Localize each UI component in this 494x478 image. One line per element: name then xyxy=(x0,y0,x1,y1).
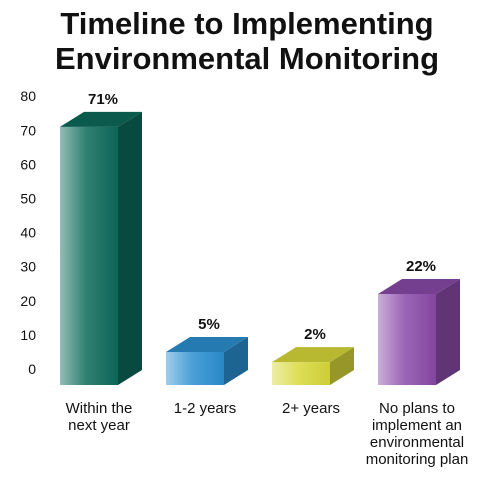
y-tick-label-10: 10 xyxy=(20,327,36,343)
bar-top-3 xyxy=(378,278,460,294)
y-tick-label-70: 70 xyxy=(20,122,36,138)
chart-title-line-1: Timeline to Implementing xyxy=(60,6,434,41)
data-label-3: 22% xyxy=(406,258,436,275)
y-tick-label-30: 30 xyxy=(20,259,36,275)
bar-group-2 xyxy=(272,347,354,385)
bar-group-3 xyxy=(378,278,460,385)
chart-title: Timeline to Implementing Environmental M… xyxy=(0,6,494,76)
x-tick-label-0-1: next year xyxy=(68,417,130,434)
bar-top-2 xyxy=(272,347,354,363)
x-tick-label-1-0: 1-2 years xyxy=(174,400,237,417)
x-tick-label-0-0: Within the xyxy=(66,400,133,417)
data-label-0: 71% xyxy=(88,91,118,108)
x-tick-label-3-2: environmental xyxy=(370,434,464,451)
bar-1 xyxy=(166,351,224,385)
chart-title-line-2: Environmental Monitoring xyxy=(54,41,440,76)
y-tick-label-40: 40 xyxy=(20,225,36,241)
bar-side-0 xyxy=(118,111,142,385)
bar-side-2 xyxy=(330,347,354,385)
bar-top-0 xyxy=(60,111,142,127)
bar-side-1 xyxy=(224,336,248,385)
y-tick-label-50: 50 xyxy=(20,191,36,207)
bar-3 xyxy=(378,293,436,385)
bar-group-1 xyxy=(166,336,248,385)
y-tick-label-80: 80 xyxy=(20,88,36,104)
y-tick-label-0: 0 xyxy=(28,361,36,377)
x-tick-label-3-0: No plans to xyxy=(379,400,455,417)
bar-top-1 xyxy=(166,336,248,352)
y-tick-label-20: 20 xyxy=(20,293,36,309)
bar-2 xyxy=(272,362,330,385)
bar-side-3 xyxy=(436,278,460,385)
x-tick-label-2-0: 2+ years xyxy=(282,400,340,417)
bar-0 xyxy=(60,126,118,385)
bar-group-0 xyxy=(60,111,142,385)
data-label-1: 5% xyxy=(198,316,220,333)
x-tick-label-3-1: implement an xyxy=(372,417,462,434)
data-label-2: 2% xyxy=(304,326,326,343)
x-tick-label-3-3: monitoring plan xyxy=(366,451,469,468)
y-tick-label-60: 60 xyxy=(20,156,36,172)
